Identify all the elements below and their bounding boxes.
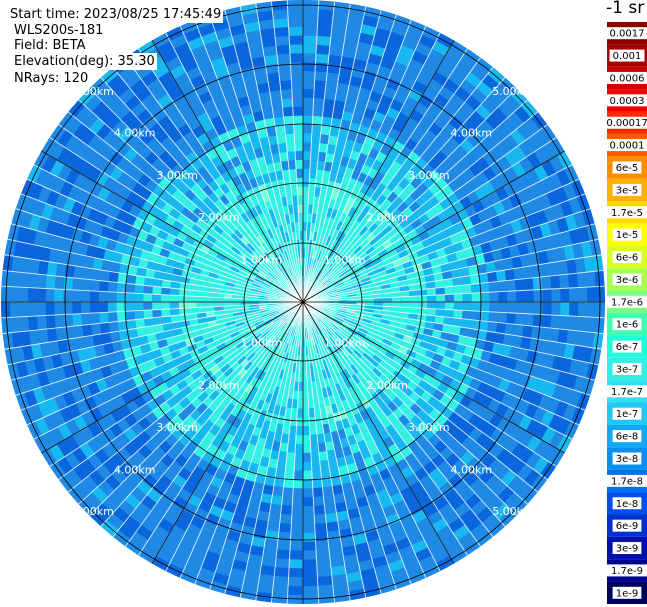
range-label: 5.00km [72, 85, 114, 98]
field-name: Field: BETA [12, 37, 88, 54]
range-label: 2.00km [198, 379, 240, 392]
legend-label: 6e-9 [616, 521, 639, 532]
range-labels: 1.00km 1.00km 1.00km 1.00km 2.00km 2.00km 2.00… [72, 85, 534, 518]
range-label: 4.00km [450, 463, 492, 476]
range-label: 2.00km [198, 211, 240, 224]
nrays: NRays: 120 [12, 70, 91, 87]
range-label: 1.00km [324, 337, 366, 350]
range-label: 1.00km [240, 253, 282, 266]
legend-label: 1.7e-9 [611, 566, 643, 577]
legend-label: 0.001 [613, 51, 642, 62]
range-label: 5.00km [492, 85, 534, 98]
range-label: 2.00km [366, 379, 408, 392]
range-label: 1.00km [324, 253, 366, 266]
ppi-plot: 1.00km 1.00km 1.00km 1.00km 2.00km 2.00km 2.00… [1, 0, 605, 604]
legend-label: 0.00017 [607, 118, 647, 129]
legend-label: 1.7e-8 [611, 476, 643, 487]
legend-label: 6e-5 [616, 163, 639, 174]
legend-label: 1e-7 [616, 409, 639, 420]
legend-label: 0.0003 [610, 96, 645, 107]
range-label: 5.00km [492, 505, 534, 518]
legend-label: 6e-7 [616, 342, 639, 353]
legend-label: 1.7e-6 [611, 297, 643, 308]
legend-label: 1e-6 [616, 320, 639, 331]
elevation: Elevation(deg): 35.30 [12, 53, 157, 70]
legend-label: 1e-8 [616, 499, 639, 510]
legend-label: 3e-9 [616, 544, 639, 555]
range-label: 2.00km [366, 211, 408, 224]
legend-label: 0.0006 [610, 73, 645, 84]
legend-label: 1e-5 [616, 230, 639, 241]
range-label: 3.00km [408, 169, 450, 182]
range-label: 4.00km [114, 127, 156, 140]
range-label: 3.00km [156, 421, 198, 434]
start-time: Start time: 2023/08/25 17:45:49 [8, 6, 224, 23]
range-rings [1, 0, 605, 604]
range-label: 4.00km [114, 463, 156, 476]
legend-label: 3e-6 [616, 275, 639, 286]
legend-label: 3e-7 [616, 364, 639, 375]
legend-label: 0.0017 [610, 29, 645, 40]
color-legend: 0.0017 0.001 0.0006 0.0003 0.00017 0.0001 6e-5… [607, 22, 647, 604]
legend-label: 3e-5 [616, 185, 639, 196]
range-label: 3.00km [408, 421, 450, 434]
legend-label: 0.0001 [610, 141, 645, 152]
instrument-name: WLS200s-181 [12, 22, 106, 39]
legend-label: 1e-9 [616, 588, 639, 599]
range-label: 5.00km [72, 505, 114, 518]
legend-label: 6e-6 [616, 253, 639, 264]
range-label: 3.00km [156, 169, 198, 182]
legend-label: 6e-8 [616, 432, 639, 443]
legend-title: -1 sr [606, 0, 645, 18]
legend-label: 3e-8 [616, 454, 639, 465]
range-label: 4.00km [450, 127, 492, 140]
range-label: 1.00km [240, 337, 282, 350]
legend-label: 1.7e-7 [611, 387, 643, 398]
legend-label: 1.7e-5 [611, 208, 643, 219]
